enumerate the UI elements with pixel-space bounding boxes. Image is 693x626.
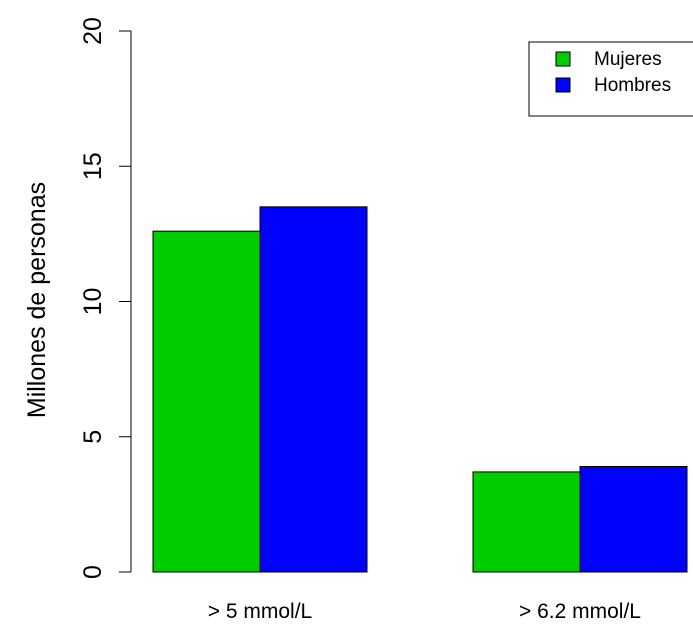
legend-swatch-mujeres [555,51,571,67]
legend-label-hombres: Hombres [594,75,671,96]
legend-swatch-hombres [555,77,571,93]
bar-hombres-2 [579,466,688,573]
y-axis: 0 5 10 15 20 [79,17,132,579]
bar-mujeres-2 [472,471,581,573]
y-tick-label: 15 [79,152,107,180]
y-tick-label: 20 [79,17,107,45]
y-tick-label: 10 [79,288,107,316]
x-category-label: > 5 mmol/L [208,600,312,623]
y-tick-label: 5 [79,430,107,444]
y-tick-label: 0 [79,565,107,579]
legend-label-mujeres: Mujeres [594,49,662,70]
y-axis-label: Millones de personas [23,182,51,418]
bar-hombres-1 [259,206,368,573]
legend: Mujeres Hombres [528,41,693,117]
x-category-label: > 6.2 mmol/L [519,600,641,623]
bar-mujeres-1 [152,230,261,573]
x-axis-labels: > 5 mmol/L > 6.2 mmol/L [208,600,641,623]
bars [152,206,688,573]
